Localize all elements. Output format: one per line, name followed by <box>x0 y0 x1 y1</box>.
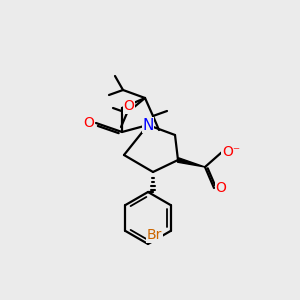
Text: N: N <box>142 118 154 133</box>
Text: O: O <box>124 99 134 113</box>
Text: O: O <box>84 116 94 130</box>
Text: O: O <box>216 181 226 195</box>
Polygon shape <box>177 158 205 167</box>
Text: Br: Br <box>147 228 162 242</box>
Text: O⁻: O⁻ <box>222 145 240 159</box>
